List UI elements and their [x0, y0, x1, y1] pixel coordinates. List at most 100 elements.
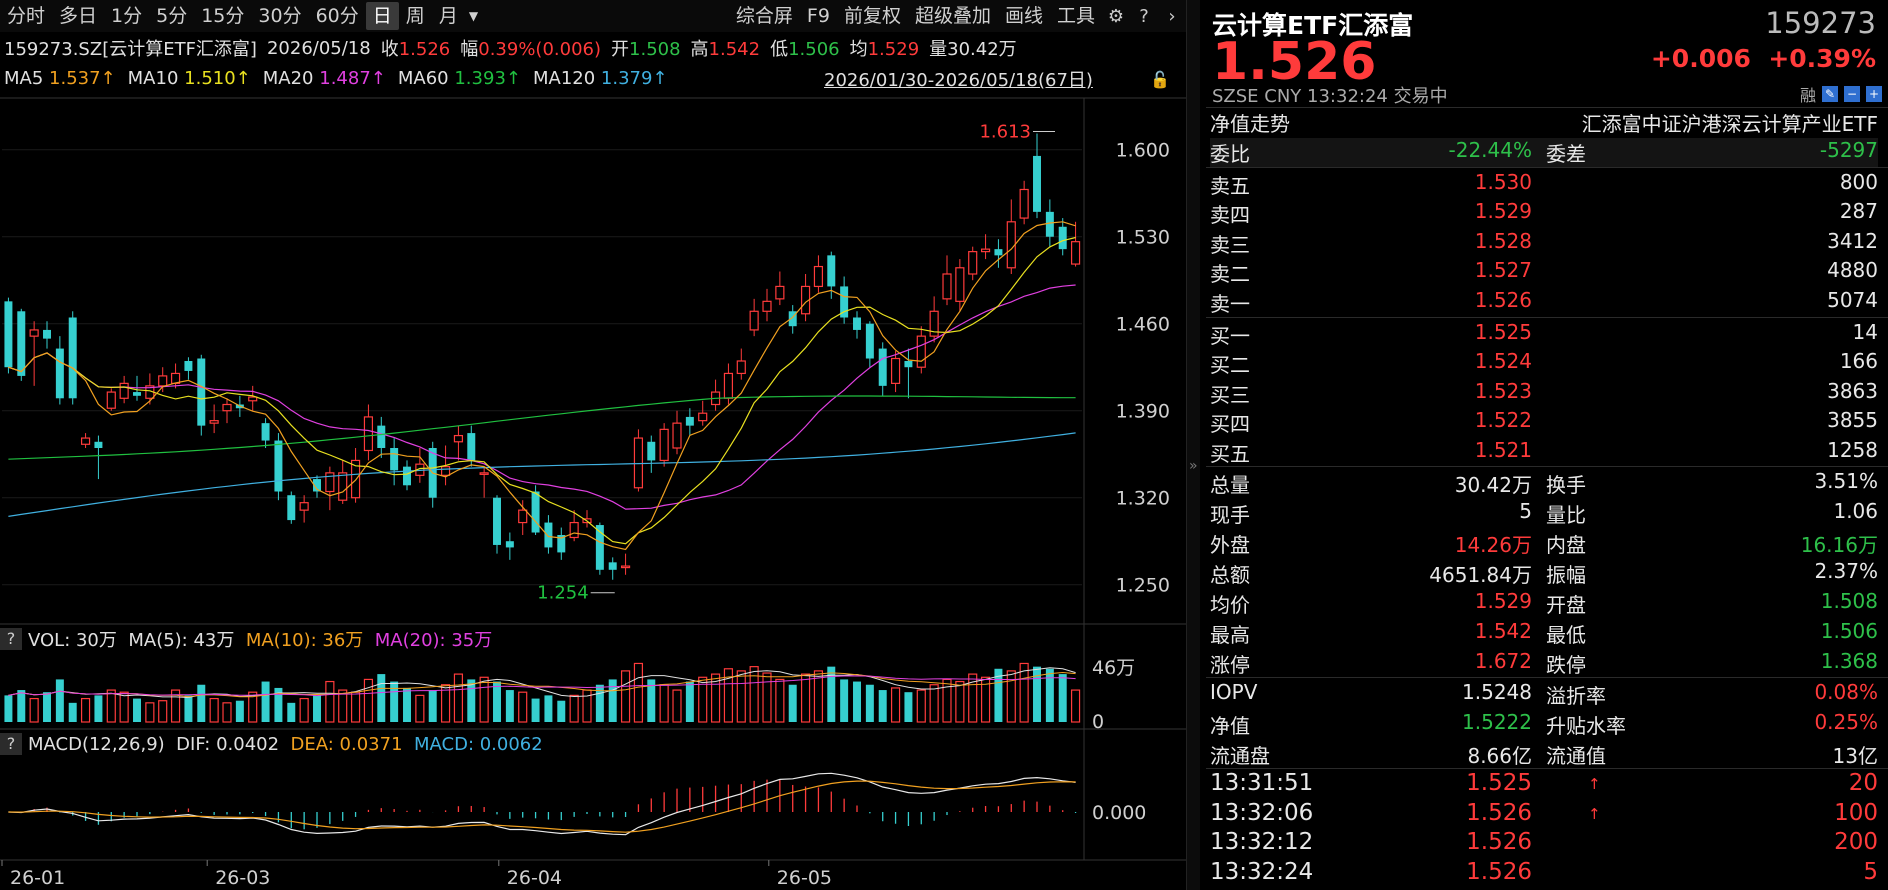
fund-stat-row: IOPV 1.5248 溢折率 0.08%: [1210, 680, 1878, 709]
period-more-dropdown[interactable]: ▼: [468, 9, 479, 23]
macd-dif: DIF: 0.0402: [176, 733, 280, 755]
toolbar-item-4[interactable]: 画线: [1004, 5, 1043, 27]
macd-zero-label: 0.000: [1092, 802, 1146, 824]
volume-bar: [775, 678, 785, 723]
volume-bar: [17, 690, 26, 722]
bid-label: 买四: [1210, 412, 1250, 437]
ask-row[interactable]: 卖五 1.530 800: [1210, 170, 1878, 199]
volume-bar: [853, 681, 861, 722]
candle-body: [840, 286, 849, 318]
vol-label: VOL: 30万: [28, 630, 117, 651]
stat-value: 1.508: [1820, 589, 1878, 613]
volume-bar: [557, 700, 566, 722]
toolbar-item-0[interactable]: 综合屏: [735, 5, 793, 27]
candle-body: [17, 311, 26, 376]
period-tab-6[interactable]: 60分: [315, 5, 359, 27]
ask-row[interactable]: 卖二 1.527 4880: [1210, 258, 1878, 287]
candle-body: [505, 541, 514, 548]
stat-row: 外盘 14.26万 内盘 16.16万: [1210, 529, 1878, 558]
tick-volume: 200: [1834, 829, 1878, 855]
bid-row[interactable]: 买一 1.525 14: [1210, 320, 1878, 349]
ma-item-2: MA20 1.487↑: [263, 68, 386, 89]
dif-line: [8, 772, 1076, 836]
ma-label: MA20: [262, 67, 320, 89]
period-tab-5[interactable]: 30分: [258, 5, 302, 27]
volume-bar: [453, 673, 464, 723]
volume-bar: [672, 689, 682, 723]
tick-row: 13:31:51 1.525 ↑ 20: [1210, 770, 1878, 799]
help-icon[interactable]: ?: [1139, 5, 1149, 27]
candle-body: [800, 285, 811, 315]
volume-bar: [698, 676, 708, 723]
settings-icon[interactable]: ⚙: [1107, 5, 1125, 27]
ask-row[interactable]: 卖三 1.528 3412: [1210, 229, 1878, 258]
margin-badge: 融: [1799, 86, 1816, 105]
volume-bar: [440, 684, 451, 723]
bid-label: 买三: [1210, 382, 1250, 407]
chevron-right-icon[interactable]: ›: [1168, 5, 1176, 27]
toolbar-item-3[interactable]: 超级叠加: [914, 5, 991, 27]
macd-help-icon[interactable]: ?: [0, 733, 22, 755]
period-tab-7[interactable]: 日: [365, 2, 399, 30]
volume-bar: [569, 694, 579, 723]
period-tab-8[interactable]: 周: [405, 5, 425, 27]
tick-price: 1.526: [1466, 829, 1532, 855]
ask-row[interactable]: 卖一 1.526 5074: [1210, 288, 1878, 317]
bid-volume: 14: [1852, 320, 1878, 344]
volume-bar: [723, 668, 734, 723]
bid-row[interactable]: 买五 1.521 1258: [1210, 438, 1878, 467]
bid-volume: 1258: [1827, 437, 1878, 462]
bid-row[interactable]: 买四 1.522 3855: [1210, 408, 1878, 437]
ma-item-1: MA10 1.510↑: [128, 68, 251, 89]
fund-stat-value: 13亿: [1832, 744, 1878, 768]
stat-label: 总额: [1210, 563, 1250, 587]
candle-body: [493, 497, 501, 545]
low-value: 1.506: [788, 39, 840, 60]
period-tab-0[interactable]: 分时: [7, 5, 46, 27]
date-range-selector[interactable]: 2026/01/30-2026/05/18(67日): [824, 70, 1093, 91]
minus-icon[interactable]: −: [1844, 86, 1860, 102]
volume-bar: [313, 695, 321, 722]
market-meta: SZSE CNY 13:32:24 交易中: [1212, 86, 1448, 107]
candle-body: [467, 433, 476, 461]
volume-bar: [582, 689, 592, 723]
plus-icon[interactable]: +: [1866, 86, 1882, 102]
collapse-icon[interactable]: »: [1189, 458, 1198, 474]
ask-price: 1.527: [1474, 258, 1532, 283]
candle-body: [994, 249, 1003, 256]
ask-volume: 4880: [1827, 258, 1878, 283]
ask-volume: 3412: [1827, 228, 1878, 253]
bid-row[interactable]: 买二 1.524 166: [1210, 349, 1878, 378]
stat-label: 涨停: [1210, 653, 1250, 677]
stat-label: 跌停: [1546, 653, 1586, 677]
ask-volume: 287: [1839, 199, 1878, 224]
bid-row[interactable]: 买三 1.523 3863: [1210, 379, 1878, 408]
candle-body: [428, 448, 437, 498]
toolbar-item-1[interactable]: F9: [806, 5, 830, 27]
edit-icon[interactable]: ✎: [1822, 86, 1838, 102]
period-tab-1[interactable]: 多日: [59, 5, 98, 27]
ask-row[interactable]: 卖四 1.529 287: [1210, 199, 1878, 228]
toolbar-item-5[interactable]: 工具: [1056, 5, 1095, 27]
volume-bar: [505, 690, 514, 722]
candle-body: [68, 317, 77, 399]
period-tab-2[interactable]: 1分: [111, 5, 143, 27]
volume-bar: [800, 673, 811, 723]
volume-bar: [620, 670, 631, 723]
period-tab-9[interactable]: 月: [438, 5, 458, 27]
weibi-value: -22.44%: [1448, 138, 1532, 162]
candle-body: [222, 403, 232, 412]
volume-bar: [377, 674, 386, 722]
toolbar-item-2[interactable]: 前复权: [843, 5, 901, 27]
nav-row[interactable]: 净值走势 汇添富中证沪港深云计算产业ETF: [1210, 108, 1878, 137]
weibi-row: 委比 -22.44% 委差 -5297: [1210, 138, 1878, 167]
period-tab-3[interactable]: 5分: [156, 5, 188, 27]
period-tab-4[interactable]: 15分: [201, 5, 245, 27]
vol-help-icon[interactable]: ?: [0, 628, 22, 650]
volume-bar: [363, 678, 374, 723]
candle-body: [827, 255, 836, 287]
stat-label: 总量: [1210, 473, 1250, 497]
fund-stat-label: 溢折率: [1546, 684, 1606, 708]
lock-icon[interactable]: 🔓: [1150, 70, 1170, 89]
volume-bar: [338, 689, 348, 723]
